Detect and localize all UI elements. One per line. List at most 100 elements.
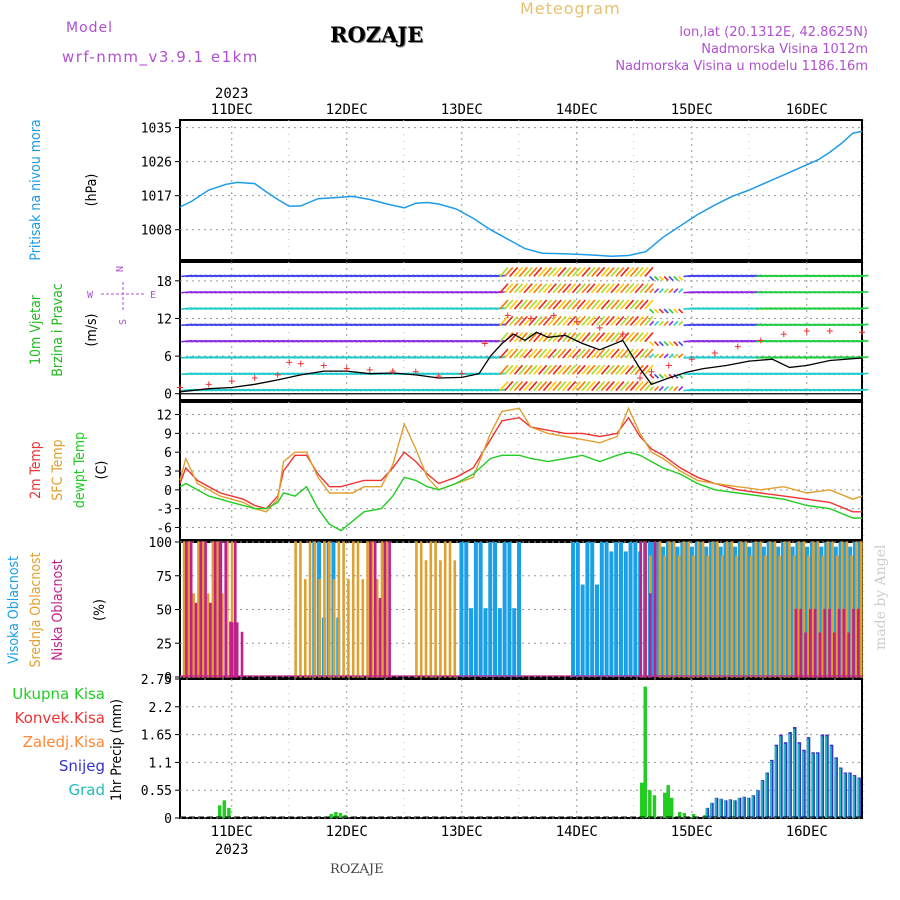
wind-barb xyxy=(629,283,639,294)
wind-barb xyxy=(591,364,601,375)
wind-barb xyxy=(857,372,869,376)
total-precip-bar xyxy=(652,795,657,818)
mid-cloud-bar xyxy=(375,579,379,678)
wind-barb xyxy=(595,381,606,392)
mid-cloud-bar xyxy=(720,555,724,678)
mid-cloud-bar xyxy=(371,541,374,678)
wind-barb xyxy=(509,266,519,277)
high-cloud-bar xyxy=(517,542,522,677)
wind-barb xyxy=(566,332,577,343)
wind-gust-mark xyxy=(648,368,655,375)
graupel-bar xyxy=(737,798,740,818)
y-tick-label: 100 xyxy=(149,536,172,551)
total-precip-bar xyxy=(640,782,644,818)
wind-barb xyxy=(576,348,586,359)
wind-barb xyxy=(586,381,596,392)
graupel-bar xyxy=(792,728,795,818)
high-cloud-bar xyxy=(590,542,595,677)
wind-barb xyxy=(620,381,630,392)
wind-barb xyxy=(668,386,674,392)
wind-barb xyxy=(509,299,519,310)
high-cloud-bar xyxy=(464,542,469,677)
high-cloud-bar xyxy=(604,542,609,677)
graupel-bar xyxy=(783,743,786,818)
mid-cloud-bar xyxy=(826,541,830,678)
wind-barb xyxy=(615,283,625,294)
wind-barb xyxy=(644,364,654,375)
wind-gust-mark xyxy=(803,328,810,334)
high-cloud-bar xyxy=(704,546,709,677)
wind-barb xyxy=(673,308,679,314)
wind-barb xyxy=(552,315,562,326)
mid-cloud-bar xyxy=(182,541,186,678)
wind-barb xyxy=(595,266,606,277)
mid-cloud-bar xyxy=(773,541,777,678)
wind-barb xyxy=(610,266,620,277)
high-cloud-bar xyxy=(776,546,781,677)
wind-barb xyxy=(610,315,620,326)
wind-barb xyxy=(610,332,620,343)
wind-barb xyxy=(552,283,562,294)
wind-gust-mark xyxy=(688,356,695,363)
high-cloud-bar xyxy=(483,608,488,677)
wind-gust-mark xyxy=(550,312,557,319)
high-cloud-bar xyxy=(805,546,810,677)
mid-cloud-bar xyxy=(754,541,758,678)
wind-barb xyxy=(605,332,615,343)
mid-cloud-bar xyxy=(764,555,767,678)
wind-barb xyxy=(615,299,625,310)
wind-barb xyxy=(513,266,524,277)
mid-cloud-bar xyxy=(778,555,782,678)
mid-cloud-bar xyxy=(443,541,447,678)
wind-barb xyxy=(663,373,669,379)
wind-barb xyxy=(537,381,548,392)
year-label-top: 2023 xyxy=(215,86,249,102)
high-cloud-bar xyxy=(661,546,666,677)
wind-barb xyxy=(653,288,660,294)
sfc-axis-title: SFC Temp xyxy=(50,439,66,500)
mid-cloud-bar xyxy=(439,560,442,678)
wind-barb xyxy=(518,381,528,392)
wind-barb xyxy=(562,348,572,359)
mid-cloud-bar xyxy=(725,541,729,678)
low-cloud-bar xyxy=(644,541,647,678)
wind-barb xyxy=(581,266,591,277)
wind-barb xyxy=(678,353,684,359)
wind-barb xyxy=(600,299,610,310)
wind-barb xyxy=(566,299,577,310)
wind-barb xyxy=(673,386,679,392)
graupel-bar xyxy=(820,736,823,818)
legend-total-precip: Ukupna Kisa xyxy=(12,685,105,703)
mid-cloud-bar xyxy=(735,555,738,678)
high-cloud-bar xyxy=(761,546,766,677)
wind-barb xyxy=(528,381,538,392)
wind-barb xyxy=(562,283,572,294)
low-cloud-bar xyxy=(235,622,239,678)
y-tick-label: 50 xyxy=(156,604,172,619)
wind-gust-mark xyxy=(297,360,304,367)
legend-convective-precip: Konvek.Kisa xyxy=(15,709,105,727)
total-precip-bar xyxy=(338,812,343,818)
wind-barb xyxy=(581,299,591,310)
mid-cloud-bar xyxy=(342,541,345,678)
high-cloud-bar xyxy=(747,546,752,677)
mid-cloud-bar xyxy=(845,541,849,678)
x-tick-label-bottom: 15DEC xyxy=(671,824,713,840)
wind-gust-mark xyxy=(228,378,235,385)
wind-barb xyxy=(509,381,519,392)
wind-barb xyxy=(581,315,591,326)
graupel-bar xyxy=(774,746,777,818)
wind-barb xyxy=(600,348,610,359)
wind-barb xyxy=(533,364,543,375)
wind-barb xyxy=(678,275,684,281)
wind-barb xyxy=(513,364,524,375)
wind-barb xyxy=(586,315,596,326)
graupel-bar xyxy=(760,780,763,818)
wind-barb xyxy=(857,274,869,278)
wind-gust-mark xyxy=(665,362,672,369)
mid-cloud-bar xyxy=(783,541,786,678)
graupel-bar xyxy=(838,768,841,818)
wind-barb xyxy=(600,315,610,326)
high-cloud-bar xyxy=(585,542,590,677)
